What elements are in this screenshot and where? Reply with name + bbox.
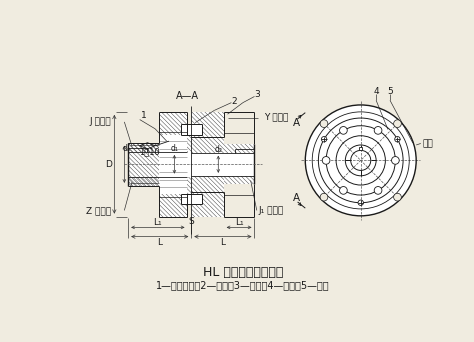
Text: HL 型弹性柱销联轴器: HL 型弹性柱销联轴器 [203, 265, 283, 278]
Circle shape [322, 157, 330, 164]
Circle shape [321, 136, 327, 142]
Text: J₁ 型轴孔: J₁ 型轴孔 [258, 206, 283, 215]
Circle shape [358, 200, 364, 206]
Text: Z 型轴孔: Z 型轴孔 [86, 206, 111, 215]
Text: dₐ: dₐ [123, 144, 131, 153]
Text: L: L [220, 237, 226, 247]
Text: A: A [292, 193, 300, 203]
Circle shape [392, 157, 399, 164]
Text: d₂: d₂ [214, 145, 222, 154]
Bar [191, 112, 224, 216]
Text: A: A [292, 118, 300, 128]
Text: 5: 5 [387, 87, 393, 96]
Text: L: L [157, 237, 162, 247]
Text: A—A: A—A [176, 91, 199, 102]
Circle shape [393, 193, 401, 201]
Circle shape [395, 136, 400, 142]
Circle shape [305, 105, 416, 216]
Text: 3: 3 [255, 90, 260, 100]
Text: 1：10: 1：10 [139, 147, 160, 156]
Circle shape [339, 127, 347, 134]
Text: d₁: d₁ [171, 144, 178, 153]
Text: L₁: L₁ [235, 218, 243, 227]
Text: S: S [189, 217, 194, 226]
Bar [159, 112, 188, 216]
Bar [181, 124, 202, 135]
Text: D: D [106, 160, 112, 169]
Text: 标志: 标志 [422, 139, 433, 148]
Circle shape [374, 186, 382, 194]
Bar [224, 144, 255, 184]
Bar [128, 143, 159, 186]
Text: 1—半联轴器；2—柱销；3—挡板；4—螺栓；5—垫圈: 1—半联轴器；2—柱销；3—挡板；4—螺栓；5—垫圈 [156, 280, 330, 290]
Circle shape [393, 120, 401, 128]
Text: J 型轴孔: J 型轴孔 [90, 117, 111, 127]
Text: Y 型轴孔: Y 型轴孔 [264, 112, 288, 121]
Text: 2: 2 [232, 96, 237, 106]
Text: L₁: L₁ [154, 218, 162, 227]
Circle shape [320, 193, 328, 201]
Circle shape [320, 120, 328, 128]
Circle shape [374, 127, 382, 134]
Bar [181, 194, 202, 204]
Text: 1: 1 [141, 111, 146, 120]
Circle shape [339, 186, 347, 194]
Bar [359, 146, 362, 150]
Bar [188, 135, 191, 194]
Text: 4: 4 [374, 87, 379, 96]
